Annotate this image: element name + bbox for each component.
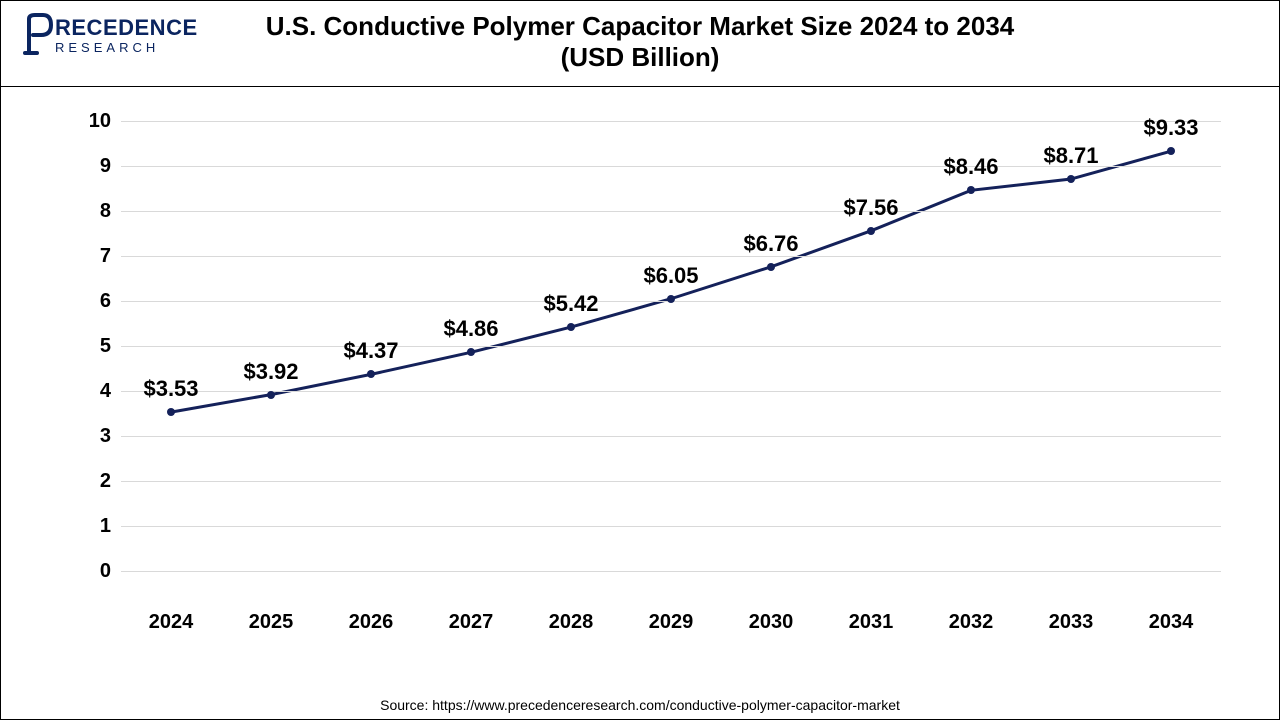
x-axis-tick-label: 2030 — [749, 611, 794, 634]
data-label: $3.92 — [243, 359, 298, 385]
x-axis-tick-label: 2026 — [349, 611, 394, 634]
x-axis-tick-label: 2027 — [449, 611, 494, 634]
data-marker — [367, 370, 375, 378]
brand-logo: RECEDENCE RESEARCH — [23, 13, 198, 57]
data-label: $5.42 — [543, 291, 598, 317]
data-label: $3.53 — [143, 376, 198, 402]
data-label: $6.05 — [643, 263, 698, 289]
y-axis-tick-label: 6 — [76, 290, 111, 313]
y-axis-tick-label: 1 — [76, 515, 111, 538]
gridline — [121, 571, 1221, 572]
x-axis-tick-label: 2029 — [649, 611, 694, 634]
y-axis-tick-label: 2 — [76, 470, 111, 493]
x-axis-tick-label: 2024 — [149, 611, 194, 634]
data-marker — [1167, 147, 1175, 155]
x-axis-tick-label: 2032 — [949, 611, 994, 634]
data-label: $7.56 — [843, 195, 898, 221]
outer-frame: RECEDENCE RESEARCH U.S. Conductive Polym… — [0, 0, 1280, 720]
title-divider — [1, 86, 1279, 87]
data-marker — [967, 186, 975, 194]
y-axis-tick-label: 5 — [76, 335, 111, 358]
line-chart: 0 1 2 3 4 5 6 7 8 9 10 2024 2025 2026 2027 2028 2029 2030… — [76, 111, 1236, 631]
data-marker — [767, 263, 775, 271]
data-marker — [467, 348, 475, 356]
logo-brand-sub: RESEARCH — [55, 41, 198, 54]
y-axis-tick-label: 3 — [76, 425, 111, 448]
gridline — [121, 436, 1221, 437]
y-axis-tick-label: 9 — [76, 155, 111, 178]
gridline — [121, 211, 1221, 212]
data-label: $4.86 — [443, 316, 498, 342]
gridline — [121, 391, 1221, 392]
data-marker — [867, 227, 875, 235]
gridline — [121, 481, 1221, 482]
data-marker — [167, 408, 175, 416]
data-label: $8.46 — [943, 154, 998, 180]
data-marker — [267, 391, 275, 399]
x-axis-tick-label: 2028 — [549, 611, 594, 634]
gridline — [121, 526, 1221, 527]
data-marker — [667, 295, 675, 303]
gridline — [121, 346, 1221, 347]
data-marker — [567, 323, 575, 331]
data-label: $8.71 — [1043, 143, 1098, 169]
data-label: $6.76 — [743, 231, 798, 257]
gridline — [121, 256, 1221, 257]
y-axis-tick-label: 10 — [76, 110, 111, 133]
logo-p-icon — [23, 13, 53, 57]
y-axis-tick-label: 8 — [76, 200, 111, 223]
y-axis-tick-label: 7 — [76, 245, 111, 268]
source-citation: Source: https://www.precedenceresearch.c… — [1, 697, 1279, 713]
data-label: $9.33 — [1143, 115, 1198, 141]
x-axis-tick-label: 2025 — [249, 611, 294, 634]
data-marker — [1067, 175, 1075, 183]
y-axis-tick-label: 4 — [76, 380, 111, 403]
data-label: $4.37 — [343, 338, 398, 364]
x-axis-tick-label: 2034 — [1149, 611, 1194, 634]
x-axis-tick-label: 2033 — [1049, 611, 1094, 634]
logo-text: RECEDENCE RESEARCH — [55, 17, 198, 54]
x-axis-tick-label: 2031 — [849, 611, 894, 634]
gridline — [121, 121, 1221, 122]
y-axis-tick-label: 0 — [76, 560, 111, 583]
logo-brand-main: RECEDENCE — [55, 17, 198, 39]
